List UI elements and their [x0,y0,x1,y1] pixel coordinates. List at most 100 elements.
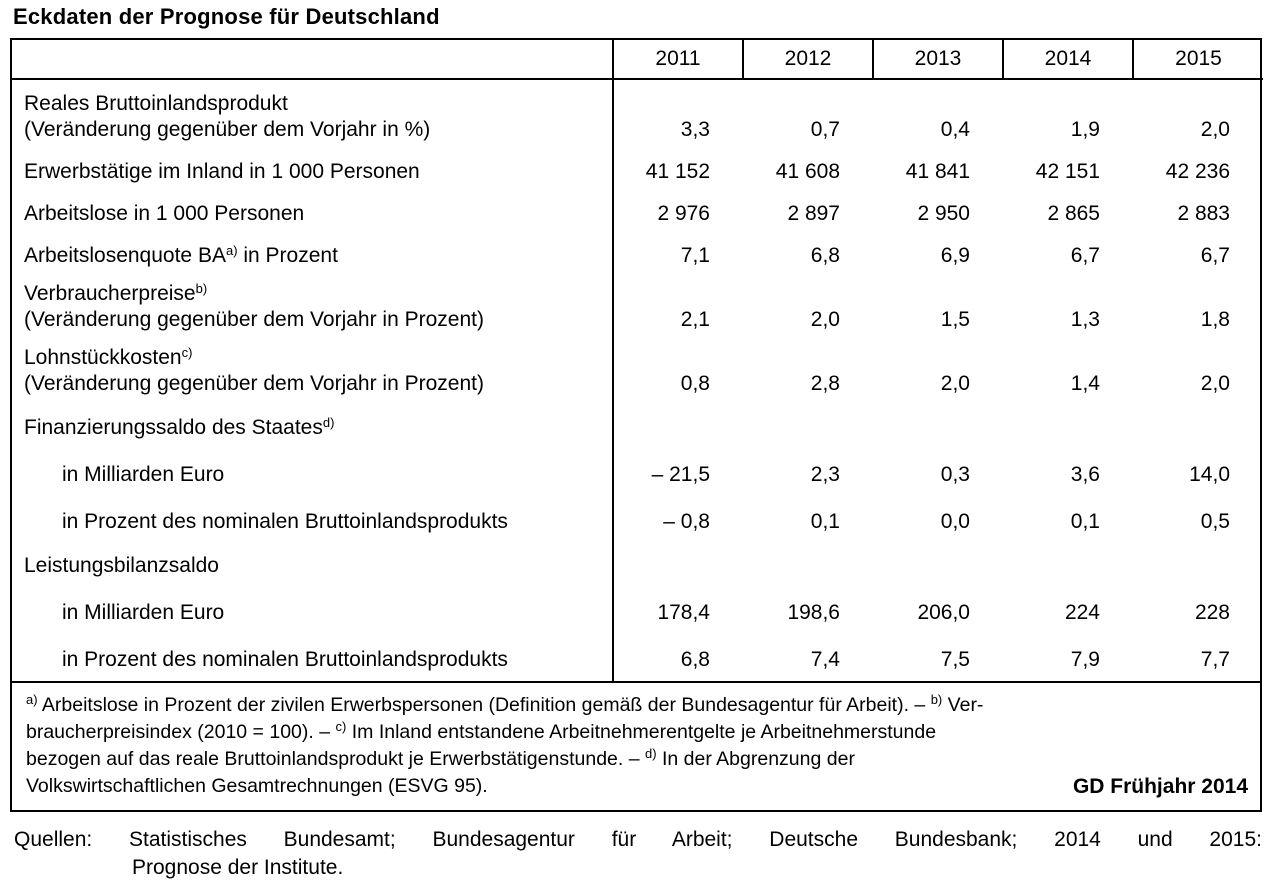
row-label: in Milliarden Euro [12,449,614,496]
source-line: Quellen: Statistisches Bundesamt; Bundes… [14,828,1262,851]
year-header: 2013 [872,40,1003,80]
value-cell: 2,8 [810,372,840,395]
row-label: Finanzierungssaldo des Staatesd) [12,405,614,449]
value-cell [613,543,743,587]
table-row: Verbraucherpreiseb) (Veränderung gegenübe… [12,277,1263,341]
value-cell: 3,6 [1070,463,1100,486]
value-cell [1003,405,1133,449]
value-cell: 2 883 [1177,202,1230,225]
footnote-marker: c) [335,719,347,734]
value-cell: 41 152 [645,160,710,183]
value-cell: 0,5 [1200,510,1230,533]
footnote-text: Volkswirtschaftlichen Gesamtrechnungen (… [26,775,488,797]
value-cell [1003,543,1133,587]
table-row: in Milliarden Euro 178,4 198,6 206,0 224 228 [12,587,1263,634]
forecast-table-box: 2011 2012 2013 2014 2015 Reales Bruttoinland… [10,38,1263,812]
year-header: 2015 [1132,40,1263,80]
table-row: in Prozent des nominalen Bruttoinlandspr… [12,634,1263,681]
value-cell: 1,4 [1070,372,1100,395]
row-label: in Prozent des nominalen Bruttoinlandspr… [12,496,614,543]
table-row: Reales Bruttoinlandsprodukt (Veränderung … [12,79,1263,151]
row-label: Lohnstückkostenc) (Veränderung gegenüber … [12,341,614,405]
value-cell: 41 841 [905,160,970,183]
value-cell: 0,3 [940,463,970,486]
value-cell: 228 [1194,601,1230,624]
value-cell: 7,9 [1070,648,1100,671]
value-cell [743,543,873,587]
value-cell: 224 [1064,601,1100,624]
value-cell [873,405,1003,449]
value-cell [1133,405,1263,449]
value-cell [1133,543,1263,587]
value-cell: 2,0 [940,372,970,395]
value-cell: 6,8 [810,244,840,267]
footnote-line: bezogen auf das reale Bruttoinlandsprodu… [26,746,1248,773]
value-cell [743,405,873,449]
row-label: Arbeitslosenquote BAa) in Prozent [12,235,614,277]
value-cell: 2 897 [787,202,840,225]
footnote-marker: b) [195,281,208,296]
footnote-marker: a) [26,692,38,707]
value-cell: 1,5 [940,308,970,331]
value-cell: 1,8 [1200,308,1230,331]
value-cell: 0,4 [940,118,970,141]
value-cell: 42 236 [1165,160,1230,183]
row-label: Erwerbstätige im Inland in 1 000 Persone… [12,151,614,193]
value-cell: 7,7 [1200,648,1230,671]
value-cell: 2 950 [917,202,970,225]
table-row: Lohnstückkostenc) (Veränderung gegenüber … [12,341,1263,405]
value-cell: 178,4 [657,601,710,624]
table-row: Arbeitslosenquote BAa) in Prozent 7,1 6,8 6… [12,235,1263,277]
footnote-text: braucherpreisindex (2010 = 100). – c) Im… [26,719,937,743]
value-cell: 2 865 [1047,202,1100,225]
footnote-marker: c) [181,345,193,360]
value-cell: 0,8 [680,372,710,395]
footnote-line: a) Arbeitslose in Prozent der zivilen Er… [26,692,1248,719]
value-cell: 2,0 [1200,118,1230,141]
value-cell: 7,5 [940,648,970,671]
value-cell: 2,3 [810,463,840,486]
row-label: Verbraucherpreiseb) (Veränderung gegenübe… [12,277,614,341]
value-cell: 3,3 [680,118,710,141]
value-cell: 2,0 [810,308,840,331]
row-label: in Milliarden Euro [12,587,614,634]
value-cell: 6,9 [940,244,970,267]
value-cell: 206,0 [917,601,970,624]
year-header: 2014 [1002,40,1133,80]
footnote-marker: a) [225,243,238,258]
year-header-row: 2011 2012 2013 2014 2015 [12,40,1263,80]
value-cell: 0,7 [810,118,840,141]
source-block: Quellen: Statistisches Bundesamt; Bundes… [14,826,1262,882]
forecast-table-body: Reales Bruttoinlandsprodukt (Veränderung … [12,79,1263,681]
forecast-table: 2011 2012 2013 2014 2015 Reales Bruttoinland… [12,40,1263,681]
table-row: Arbeitslose in 1 000 Personen 2 976 2 897 2… [12,193,1263,235]
value-cell: 1,3 [1070,308,1100,331]
value-cell: 7,4 [810,648,840,671]
table-row: in Milliarden Euro – 21,5 2,3 0,3 3,6 14,0 [12,449,1263,496]
gd-stamp: GD Frühjahr 2014 [1072,775,1248,798]
value-cell: 42 151 [1035,160,1100,183]
value-cell: 6,7 [1070,244,1100,267]
value-cell: 7,1 [680,244,710,267]
footnote-marker: b) [930,692,943,707]
footnote-line: Volkswirtschaftlichen Gesamtrechnungen (… [26,773,1248,800]
value-cell: 41 608 [775,160,840,183]
empty-corner-cell [12,40,613,80]
value-cell [613,405,743,449]
footnote-marker: d) [322,415,335,430]
footnote-line: braucherpreisindex (2010 = 100). – c) Im… [26,719,1248,746]
row-label: Arbeitslose in 1 000 Personen [12,193,614,235]
value-cell: 2,1 [680,308,710,331]
value-cell: 0,1 [810,510,840,533]
value-cell: 2 976 [657,202,710,225]
source-line-continuation: Prognose der Institute. [132,856,344,879]
value-cell: 14,0 [1189,463,1230,486]
row-label: in Prozent des nominalen Bruttoinlandspr… [12,634,614,681]
table-row: Erwerbstätige im Inland in 1 000 Persone… [12,151,1263,193]
table-row: in Prozent des nominalen Bruttoinlandspr… [12,496,1263,543]
year-header: 2012 [742,40,873,80]
page-title: Eckdaten der Prognose für Deutschland [13,4,440,29]
value-cell: – 0,8 [663,510,710,533]
footnotes-block: a) Arbeitslose in Prozent der zivilen Er… [12,681,1260,810]
